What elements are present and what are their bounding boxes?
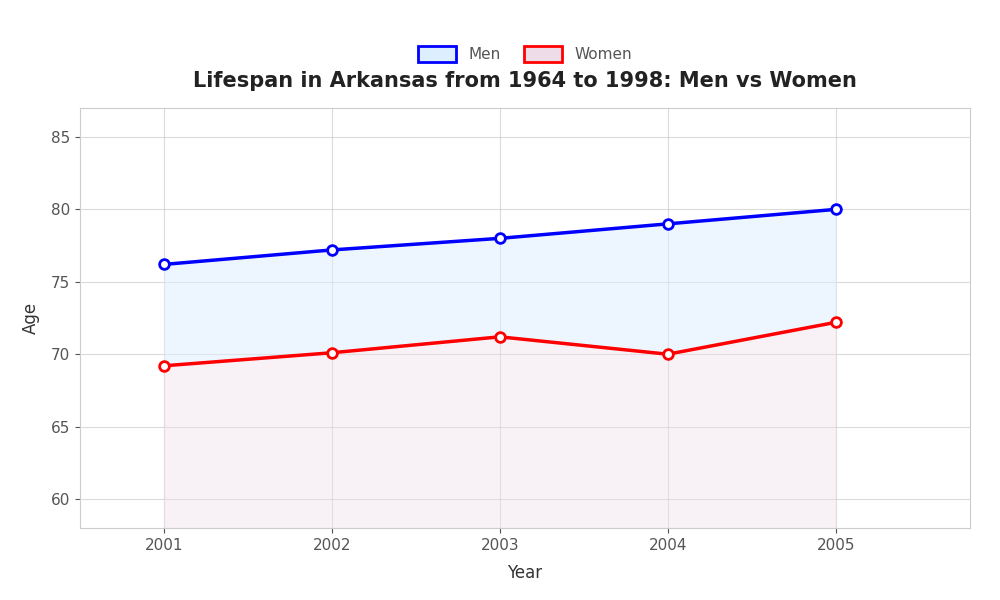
Y-axis label: Age: Age [22, 302, 40, 334]
Legend: Men, Women: Men, Women [412, 40, 638, 68]
X-axis label: Year: Year [507, 564, 543, 582]
Title: Lifespan in Arkansas from 1964 to 1998: Men vs Women: Lifespan in Arkansas from 1964 to 1998: … [193, 71, 857, 91]
